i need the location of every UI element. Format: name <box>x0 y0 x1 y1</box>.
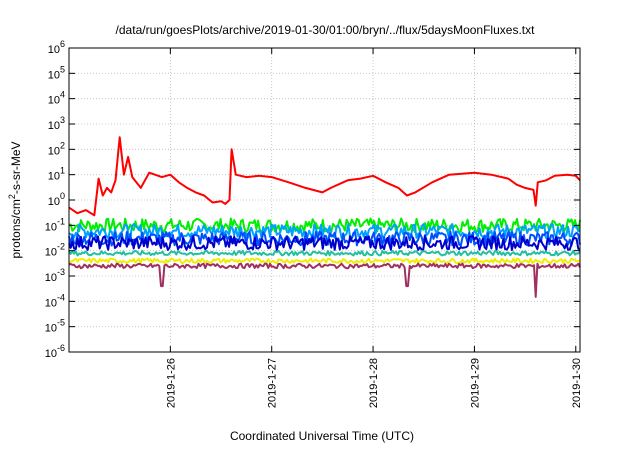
y-axis-label-rest: -s-sr-MeV <box>9 141 23 194</box>
ticks: 10-6 10-5 10-4 10-3 10-2 10-1 100 101 102 103 104 1… <box>45 39 583 408</box>
y-tick-label: 100 <box>48 191 65 208</box>
series-line-3 <box>68 230 581 247</box>
x-tick-label: 2019-1-29 <box>469 358 481 408</box>
y-tick-label: 104 <box>48 90 65 107</box>
series-line-0 <box>68 136 581 217</box>
y-axis-label: protons/cm2-s-sr-MeV <box>7 141 23 258</box>
series-line-7 <box>68 262 581 298</box>
x-tick-label: 2019-1-30 <box>571 358 583 408</box>
y-tick-label: 101 <box>48 166 65 183</box>
y-tick-label: 10-2 <box>45 242 65 259</box>
chart-title: /data/run/goesPlots/archive/2019-01-30/0… <box>116 23 536 37</box>
grid-lines <box>69 48 580 352</box>
x-tick-label: 2019-1-28 <box>368 358 380 408</box>
x-axis-label: Coordinated Universal Time (UTC) <box>230 429 414 443</box>
y-tick-label: 10-4 <box>45 292 65 309</box>
y-axis-label-main: protons/cm <box>9 199 23 258</box>
y-tick-label: 10-6 <box>45 343 65 360</box>
y-tick-label: 103 <box>48 115 65 132</box>
y-tick-label: 106 <box>48 39 65 56</box>
series-line-2 <box>68 223 581 239</box>
y-tick-label: 10-5 <box>45 318 65 335</box>
y-tick-label: 10-3 <box>45 267 65 284</box>
y-tick-label: 105 <box>48 64 65 81</box>
y-tick-label: 102 <box>48 140 65 157</box>
x-tick-label: 2019-1-27 <box>267 358 279 408</box>
series-line-5 <box>68 249 581 257</box>
y-tick-label: 10-1 <box>45 216 65 233</box>
series-layer <box>68 136 581 298</box>
x-tick-label: 2019-1-26 <box>165 358 177 408</box>
y-axis-label-sup: 2 <box>7 194 17 199</box>
series-line-4 <box>68 235 581 251</box>
series-line-6 <box>68 257 581 264</box>
